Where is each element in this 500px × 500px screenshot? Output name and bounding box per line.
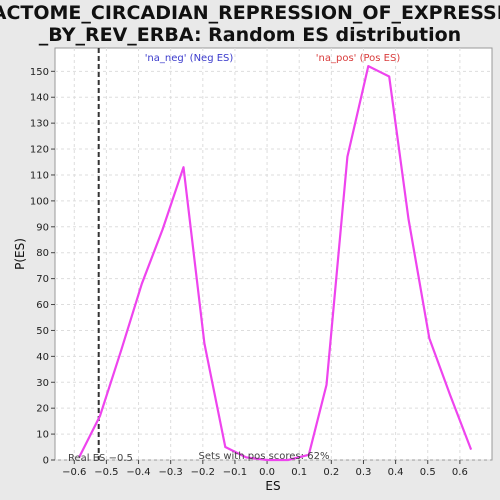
x-tick-label: 0.6 xyxy=(452,467,468,478)
grid xyxy=(55,48,492,461)
series xyxy=(78,48,473,462)
y-tick-label: 20 xyxy=(36,404,49,415)
sets-pos-label: Sets with pos scores: 62% xyxy=(199,451,330,462)
real-es-label: Real ES −0.5 xyxy=(68,453,133,464)
plot-area xyxy=(54,47,493,461)
y-axis-label: P(ES) xyxy=(13,238,27,270)
y-tick-label: 130 xyxy=(30,119,49,130)
x-tick-label: 0.4 xyxy=(388,467,404,478)
es-distribution-line xyxy=(78,64,473,462)
y-tick-label: 100 xyxy=(30,196,49,207)
x-tick-label: 0.1 xyxy=(291,467,307,478)
x-tick-label: 0.5 xyxy=(420,467,436,478)
x-tick-label: −0.5 xyxy=(94,467,118,478)
y-tick-label: 110 xyxy=(30,170,49,181)
chart-title-line2: _BY_REV_ERBA: Random ES distribution xyxy=(39,24,461,46)
x-tick-label: −0.1 xyxy=(223,467,247,478)
axes: 0 10 20 30 40 50 60 70 80 90 100 110 120 130 140 150 −0.… xyxy=(30,67,468,478)
neg-es-label: 'na_neg' (Neg ES) xyxy=(145,53,234,64)
chart-title-line1: REACTOME_CIRCADIAN_REPRESSION_OF_EXPRESS… xyxy=(0,2,500,24)
x-tick-label: −0.6 xyxy=(62,467,86,478)
x-tick-label: 0.3 xyxy=(356,467,372,478)
x-tick-label: 0.2 xyxy=(323,467,339,478)
y-tick-label: 120 xyxy=(30,145,49,156)
y-tick-label: 60 xyxy=(36,300,49,311)
y-tick-label: 80 xyxy=(36,248,49,259)
y-tick-label: 150 xyxy=(30,67,49,78)
y-tick-label: 40 xyxy=(36,352,49,363)
y-tick-label: 30 xyxy=(36,378,49,389)
y-tick-label: 0 xyxy=(43,456,49,467)
pos-es-label: 'na_pos' (Pos ES) xyxy=(316,53,401,64)
x-tick-label: −0.3 xyxy=(159,467,183,478)
y-tick-label: 140 xyxy=(30,93,49,104)
y-tick-label: 90 xyxy=(36,222,49,233)
x-tick-label: −0.4 xyxy=(126,467,150,478)
x-axis-label: ES xyxy=(265,479,280,493)
y-tick-label: 10 xyxy=(36,430,49,441)
x-tick-label: 0.0 xyxy=(259,467,275,478)
x-tick-label: −0.2 xyxy=(191,467,215,478)
y-tick-label: 70 xyxy=(36,274,49,285)
y-tick-label: 50 xyxy=(36,326,49,337)
